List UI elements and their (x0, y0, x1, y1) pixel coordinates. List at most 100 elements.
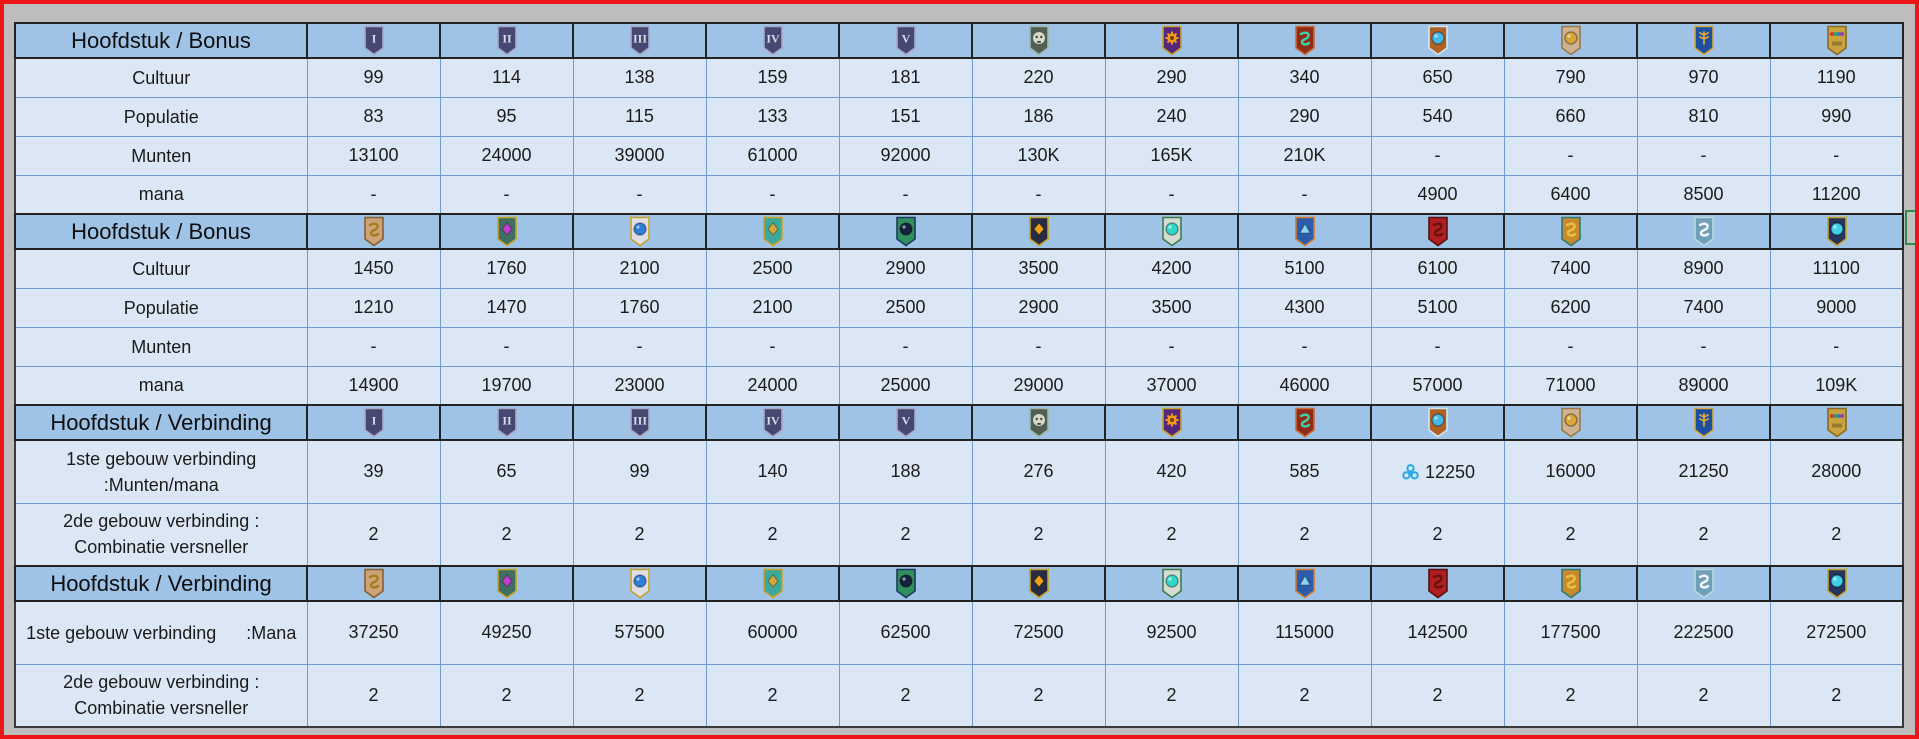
value-cell[interactable]: 272500 (1769, 600, 1904, 665)
value-cell[interactable]: - (971, 326, 1106, 367)
value-cell[interactable]: 2100 (572, 248, 707, 289)
value-cell[interactable]: 11100 (1769, 248, 1904, 289)
chapter-icon-cell[interactable] (971, 565, 1106, 602)
value-cell[interactable]: 13100 (306, 135, 441, 176)
value-cell[interactable]: - (1237, 174, 1372, 215)
value-cell[interactable]: 181 (838, 57, 973, 98)
value-cell[interactable]: 49250 (439, 600, 574, 665)
value-cell[interactable]: - (1769, 135, 1904, 176)
value-cell[interactable]: 1470 (439, 287, 574, 328)
value-cell[interactable]: - (306, 326, 441, 367)
value-cell[interactable]: 114 (439, 57, 574, 98)
section-header-label[interactable]: Hoofdstuk / Verbinding (14, 565, 308, 602)
value-cell[interactable]: 46000 (1237, 365, 1372, 406)
chapter-icon-cell[interactable] (1769, 213, 1904, 250)
value-cell[interactable]: 6200 (1503, 287, 1638, 328)
value-cell[interactable]: 660 (1503, 96, 1638, 137)
chapter-icon-cell[interactable]: I (306, 404, 441, 441)
chapter-icon-cell[interactable]: IV (705, 22, 840, 59)
value-cell[interactable]: 1190 (1769, 57, 1904, 98)
value-cell[interactable]: - (1636, 135, 1771, 176)
chapter-icon-cell[interactable] (1503, 213, 1638, 250)
value-cell[interactable]: 540 (1370, 96, 1505, 137)
value-cell[interactable]: 2500 (838, 287, 973, 328)
value-cell[interactable]: 60000 (705, 600, 840, 665)
value-cell[interactable]: 2 (1636, 502, 1771, 567)
value-cell[interactable]: 39000 (572, 135, 707, 176)
value-cell[interactable]: 2 (1636, 663, 1771, 728)
value-cell[interactable]: 222500 (1636, 600, 1771, 665)
value-cell[interactable]: 2 (1370, 663, 1505, 728)
chapter-icon-cell[interactable] (572, 213, 707, 250)
value-cell[interactable]: 2 (705, 502, 840, 567)
value-cell[interactable]: 23000 (572, 365, 707, 406)
chapter-icon-cell[interactable] (1237, 213, 1372, 250)
row-label[interactable]: Populatie (14, 287, 308, 328)
value-cell[interactable]: - (971, 174, 1106, 215)
value-cell[interactable]: 24000 (439, 135, 574, 176)
chapter-icon-cell[interactable] (1370, 22, 1505, 59)
chapter-icon-cell[interactable] (1636, 565, 1771, 602)
value-cell[interactable]: 165K (1104, 135, 1239, 176)
chapter-icon-cell[interactable] (1237, 565, 1372, 602)
value-cell[interactable]: 2 (838, 663, 973, 728)
value-cell[interactable]: 177500 (1503, 600, 1638, 665)
row-label[interactable]: 2de gebouw verbinding : Combinatie versne… (14, 502, 308, 567)
value-cell[interactable]: 2900 (838, 248, 973, 289)
row-label[interactable]: mana (14, 365, 308, 406)
value-cell[interactable]: 159 (705, 57, 840, 98)
value-cell[interactable]: 62500 (838, 600, 973, 665)
value-cell[interactable]: 14900 (306, 365, 441, 406)
row-label[interactable]: Populatie (14, 96, 308, 137)
value-cell[interactable]: 1450 (306, 248, 441, 289)
chapter-icon-cell[interactable] (1237, 22, 1372, 59)
chapter-icon-cell[interactable] (971, 213, 1106, 250)
chapter-icon-cell[interactable] (1769, 404, 1904, 441)
value-cell[interactable]: 970 (1636, 57, 1771, 98)
chapter-icon-cell[interactable] (1370, 565, 1505, 602)
row-label[interactable]: mana (14, 174, 308, 215)
value-cell[interactable]: 2500 (705, 248, 840, 289)
chapter-icon-cell[interactable]: III (572, 404, 707, 441)
value-cell[interactable]: 2900 (971, 287, 1106, 328)
value-cell[interactable]: - (572, 174, 707, 215)
chapter-icon-cell[interactable] (1636, 404, 1771, 441)
chapter-icon-cell[interactable] (1769, 22, 1904, 59)
value-cell[interactable]: 2 (705, 663, 840, 728)
value-cell[interactable]: 2 (1370, 502, 1505, 567)
value-cell[interactable]: 1760 (572, 287, 707, 328)
chapter-icon-cell[interactable] (1636, 213, 1771, 250)
value-cell[interactable]: 2 (971, 502, 1106, 567)
value-cell[interactable]: 61000 (705, 135, 840, 176)
value-cell[interactable]: 142500 (1370, 600, 1505, 665)
value-cell[interactable]: 4900 (1370, 174, 1505, 215)
value-cell[interactable]: 340 (1237, 57, 1372, 98)
chapter-icon-cell[interactable] (1104, 404, 1239, 441)
value-cell[interactable]: 2 (306, 502, 441, 567)
value-cell[interactable]: - (1636, 326, 1771, 367)
value-cell[interactable]: 186 (971, 96, 1106, 137)
chapter-icon-cell[interactable] (705, 213, 840, 250)
value-cell[interactable]: 4200 (1104, 248, 1239, 289)
value-cell[interactable]: 240 (1104, 96, 1239, 137)
value-cell[interactable]: 1210 (306, 287, 441, 328)
chapter-icon-cell[interactable]: IV (705, 404, 840, 441)
value-cell[interactable]: 71000 (1503, 365, 1638, 406)
value-cell[interactable]: 130K (971, 135, 1106, 176)
value-cell[interactable]: - (705, 174, 840, 215)
value-cell[interactable]: 11200 (1769, 174, 1904, 215)
value-cell[interactable]: - (1370, 326, 1505, 367)
value-cell[interactable]: 276 (971, 439, 1106, 504)
value-cell[interactable]: 6400 (1503, 174, 1638, 215)
value-cell[interactable]: - (1104, 174, 1239, 215)
value-cell[interactable]: 99 (572, 439, 707, 504)
value-cell[interactable]: 72500 (971, 600, 1106, 665)
chapter-icon-cell[interactable] (439, 213, 574, 250)
row-label[interactable]: 2de gebouw verbinding : Combinatie versne… (14, 663, 308, 728)
value-cell[interactable]: 5100 (1370, 287, 1505, 328)
chapter-icon-cell[interactable]: V (838, 22, 973, 59)
value-cell[interactable]: 29000 (971, 365, 1106, 406)
chapter-icon-cell[interactable] (1237, 404, 1372, 441)
value-cell[interactable]: 2 (1503, 663, 1638, 728)
value-cell[interactable]: - (306, 174, 441, 215)
